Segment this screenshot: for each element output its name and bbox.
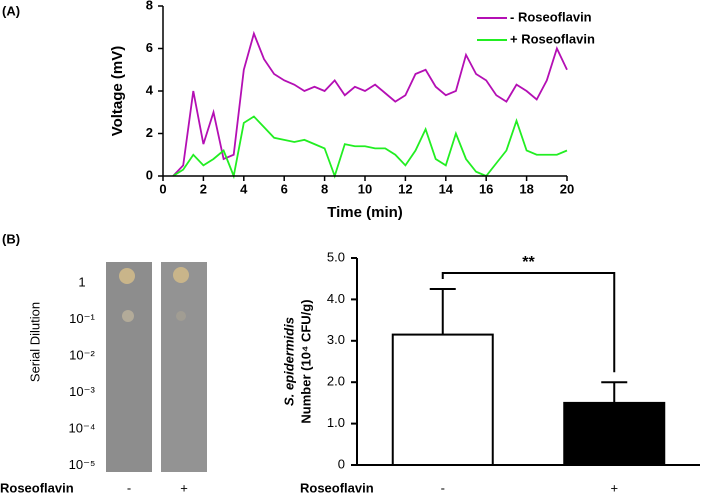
colony-spot: [173, 267, 189, 283]
y-tick-label: 4.0: [327, 291, 345, 306]
dilution-label: 10⁻²: [69, 347, 95, 362]
y-tick-label: 3.0: [327, 332, 345, 347]
significance-bracket: [441, 272, 616, 373]
colony-spot: [119, 268, 135, 284]
plate-strip: [106, 262, 152, 472]
x-tick-label: 10: [358, 181, 372, 196]
y-label: Voltage (mV): [109, 46, 126, 137]
annotation: **: [522, 254, 535, 271]
y-label: Number (10⁴ CFU/g): [298, 299, 313, 423]
x-tick-label: 14: [439, 181, 454, 196]
dilution-label: 10⁻⁵: [69, 457, 96, 472]
y-tick-label: 2: [146, 125, 153, 140]
dilution-label: 10⁻¹: [69, 311, 95, 326]
x-label: Time (min): [327, 204, 403, 221]
panel-label: (A): [2, 3, 20, 18]
bar: [391, 333, 494, 466]
legend-label: - Roseoflavin: [510, 9, 592, 24]
x-label: Roseoflavin: [0, 480, 74, 495]
series-line: [172, 30, 568, 177]
dilution-label: 1: [78, 274, 85, 289]
x-tick-label: 0: [159, 181, 166, 196]
x-tick-label: 2: [200, 181, 207, 196]
x-tick-label: 6: [281, 181, 288, 196]
x-label: Roseoflavin: [300, 480, 374, 495]
y-tick-label: 8: [146, 0, 153, 12]
x-tick-label: 4: [240, 181, 248, 196]
x-tick-label: 18: [519, 181, 533, 196]
bar: [563, 401, 666, 466]
y-label: Serial Dilution: [27, 302, 42, 382]
y-tick-label: 5.0: [327, 249, 345, 264]
panel-label: (B): [2, 231, 20, 246]
legend-label: + Roseoflavin: [510, 31, 595, 46]
x-tick-label: +: [610, 480, 618, 495]
colony-spot: [122, 310, 134, 322]
column-label: -: [127, 480, 131, 495]
colony-spot: [176, 311, 186, 321]
y-tick-label: 6: [146, 40, 153, 55]
series-line: [172, 115, 568, 180]
y-tick-label: 4: [146, 82, 154, 97]
x-tick-label: 12: [398, 181, 412, 196]
x-tick-label: 8: [321, 181, 328, 196]
y-tick-label: 1.0: [327, 415, 345, 430]
x-tick-label: -: [441, 480, 445, 495]
y-tick-label: 2.0: [327, 374, 345, 389]
x-tick-label: 20: [560, 181, 574, 196]
y-tick-label: 0: [146, 167, 153, 182]
dilution-label: 10⁻³: [69, 384, 95, 399]
dilution-label: 10⁻⁴: [69, 420, 96, 435]
x-tick-label: 16: [479, 181, 493, 196]
plate-strip: [161, 262, 207, 472]
column-label: +: [180, 480, 188, 495]
y-label: S. epidermidis: [281, 317, 296, 406]
y-tick-label: 0: [338, 456, 345, 471]
